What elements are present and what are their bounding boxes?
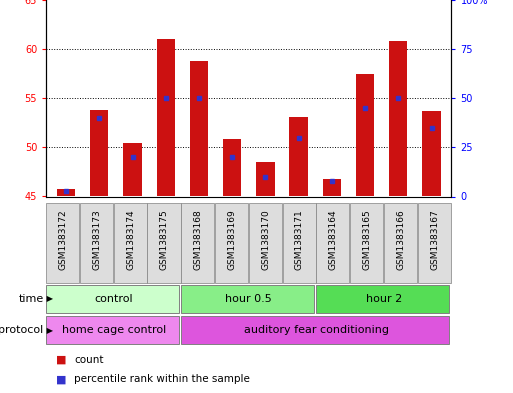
Text: GSM1383175: GSM1383175 [160,209,169,270]
Bar [323,179,341,196]
Bar [223,138,241,196]
Bar [289,117,308,196]
Text: ■: ■ [56,374,67,384]
Text: GSM1383169: GSM1383169 [227,209,236,270]
Bar [156,39,175,197]
Text: control: control [94,294,133,304]
Bar [57,189,75,196]
Text: GSM1383174: GSM1383174 [126,209,135,270]
Bar [181,316,449,344]
Text: GSM1383164: GSM1383164 [329,209,338,270]
Bar [181,285,314,313]
Text: hour 2: hour 2 [366,294,402,304]
Text: home cage control: home cage control [62,325,166,335]
Text: ■: ■ [56,354,67,365]
Bar [256,162,274,196]
Bar [389,41,407,196]
Text: protocol: protocol [0,325,44,335]
Text: GSM1383168: GSM1383168 [193,209,203,270]
Text: GSM1383167: GSM1383167 [430,209,439,270]
Text: count: count [74,354,104,365]
Bar [46,285,179,313]
Text: GSM1383171: GSM1383171 [295,209,304,270]
Bar [356,73,374,196]
Text: GSM1383165: GSM1383165 [363,209,371,270]
Text: GSM1383172: GSM1383172 [58,209,68,270]
Bar [90,110,108,196]
Text: GSM1383173: GSM1383173 [92,209,102,270]
Text: ▶: ▶ [44,326,53,334]
Bar [190,61,208,196]
Bar [317,285,449,313]
Text: GSM1383166: GSM1383166 [396,209,405,270]
Text: time: time [18,294,44,304]
Text: ▶: ▶ [44,294,53,303]
Bar [124,143,142,196]
Text: auditory fear conditioning: auditory fear conditioning [244,325,389,335]
Bar [422,111,441,196]
Text: hour 0.5: hour 0.5 [225,294,272,304]
Bar [46,316,179,344]
Text: percentile rank within the sample: percentile rank within the sample [74,374,250,384]
Text: GSM1383170: GSM1383170 [261,209,270,270]
